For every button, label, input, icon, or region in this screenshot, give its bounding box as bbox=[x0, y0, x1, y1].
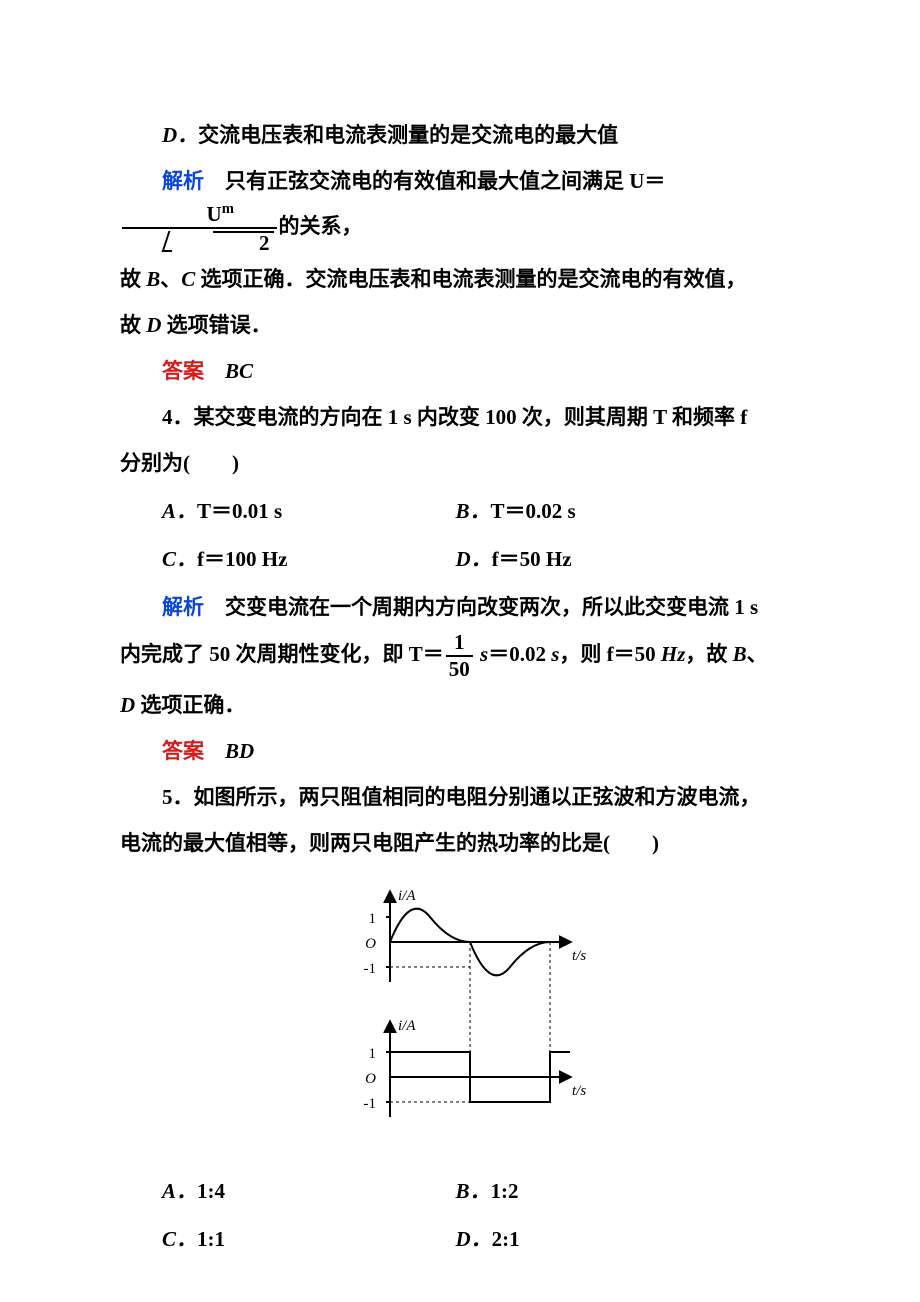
q5-option-a-text: 1:4 bbox=[197, 1179, 225, 1203]
q4-stem1: 某交变电流的方向在 1 s 内改变 100 次，则其周期 T 和频率 f bbox=[194, 405, 748, 429]
q5-option-a: A．1:4 bbox=[120, 1170, 455, 1212]
square-x-label: t/s bbox=[572, 1083, 586, 1099]
option-label-d: D． bbox=[162, 123, 198, 147]
q5-option-b-text: 1:2 bbox=[491, 1179, 519, 1203]
q3-analysis-post: 的关系， bbox=[279, 214, 363, 238]
square-y-label: i/A bbox=[398, 1018, 416, 1034]
sine-y-label: i/A bbox=[398, 888, 416, 904]
q5-stem-l2: 电流的最大值相等，则两只电阻产生的热功率的比是( ) bbox=[120, 822, 800, 864]
q4-option-c: C．f＝100 Hz bbox=[120, 538, 455, 580]
q4-options-row1: A．T＝0.01 s B．T＝0.02 s bbox=[120, 490, 800, 532]
q5-option-b: B．1:2 bbox=[455, 1170, 800, 1212]
q3-fraction: Um2 bbox=[122, 202, 277, 254]
q5-option-d-text: 2:1 bbox=[492, 1227, 520, 1251]
square-tick-1: 1 bbox=[369, 1046, 377, 1062]
q3-answer-value: BC bbox=[225, 359, 253, 383]
q3-analysis-l2: 故 B、C 选项正确．交流电压表和电流表测量的是交流电的有效值， bbox=[120, 258, 800, 300]
q4-analysis-mida: 内完成了 50 次周期性变化，即 T＝ bbox=[120, 642, 444, 666]
q4-option-d: D．f＝50 Hz bbox=[455, 538, 800, 580]
sine-panel: i/A 1 O -1 t/s bbox=[364, 888, 587, 1052]
q3-analysis-l2-pre: 故 bbox=[120, 267, 146, 291]
q4-analysis-l3: D 选项正确． bbox=[120, 684, 800, 726]
q5-options-row1: A．1:4 B．1:2 bbox=[120, 1170, 800, 1212]
q4-answer: 答案 BD bbox=[120, 730, 800, 772]
q3-frac-num: Um bbox=[122, 202, 277, 227]
q5-figure: i/A 1 O -1 t/s i/A 1 O bbox=[120, 882, 800, 1156]
sine-origin: O bbox=[365, 936, 376, 952]
q3-frac-den: 2 bbox=[122, 227, 277, 254]
waveform-svg: i/A 1 O -1 t/s i/A 1 O bbox=[320, 882, 600, 1142]
sine-tick-1: 1 bbox=[369, 911, 377, 927]
q3-analysis-l3: 故 D 选项错误． bbox=[120, 304, 800, 346]
q3-option-d: D．交流电压表和电流表测量的是交流电的最大值 bbox=[120, 114, 800, 156]
q4-stem-l1: 4．某交变电流的方向在 1 s 内改变 100 次，则其周期 T 和频率 f bbox=[120, 396, 800, 438]
q4-option-b-text: T＝0.02 s bbox=[491, 499, 576, 523]
q4-option-a: A．T＝0.01 s bbox=[120, 490, 455, 532]
q4-option-b: B．T＝0.02 s bbox=[455, 490, 800, 532]
q3-answer: 答案 BC bbox=[120, 350, 800, 392]
square-panel: i/A 1 O -1 t/s bbox=[364, 1018, 587, 1117]
q4-stem-l2: 分别为( ) bbox=[120, 442, 800, 484]
q5-stem-l1: 5．如图所示，两只阻值相同的电阻分别通以正弦波和方波电流， bbox=[120, 776, 800, 818]
q3-option-d-text: 交流电压表和电流表测量的是交流电的最大值 bbox=[198, 123, 618, 147]
q5-stem1: 如图所示，两只阻值相同的电阻分别通以正弦波和方波电流， bbox=[194, 785, 761, 809]
q5-number: 5． bbox=[162, 785, 194, 809]
q4-analysis-pre: 交变电流在一个周期内方向改变两次，所以此交变电流 1 s bbox=[225, 595, 758, 619]
q4-frac-num: 1 bbox=[446, 632, 473, 655]
sine-tick-neg1: -1 bbox=[364, 961, 377, 977]
q4-fraction: 150 bbox=[446, 632, 473, 680]
square-origin: O bbox=[365, 1071, 376, 1087]
q3-analysis-pre: 只有正弦交流电的有效值和最大值之间满足 U＝ bbox=[225, 169, 665, 193]
analysis-label: 解析 bbox=[162, 169, 204, 193]
square-tick-neg1: -1 bbox=[364, 1096, 377, 1112]
q3-analysis-l1: 解析 只有正弦交流电的有效值和最大值之间满足 U＝ Um2的关系， bbox=[120, 160, 800, 254]
q5-option-c-text: 1:1 bbox=[197, 1227, 225, 1251]
q5-option-d: D．2:1 bbox=[455, 1218, 800, 1260]
analysis-label: 解析 bbox=[162, 595, 204, 619]
q4-frac-den: 50 bbox=[446, 655, 473, 680]
answer-label: 答案 bbox=[162, 359, 204, 383]
document-page: D．交流电压表和电流表测量的是交流电的最大值 解析 只有正弦交流电的有效值和最大… bbox=[0, 0, 920, 1302]
q4-analysis-l2: 内完成了 50 次周期性变化，即 T＝150 s＝0.02 s，则 f＝50 H… bbox=[120, 632, 800, 680]
q5-options-row2: C．1:1 D．2:1 bbox=[120, 1218, 800, 1260]
q4-number: 4． bbox=[162, 405, 194, 429]
answer-label: 答案 bbox=[162, 739, 204, 763]
q4-option-c-text: f＝100 Hz bbox=[197, 547, 287, 571]
q4-option-d-text: f＝50 Hz bbox=[492, 547, 572, 571]
q5-option-c: C．1:1 bbox=[120, 1218, 455, 1260]
sine-x-label: t/s bbox=[572, 948, 586, 964]
q4-option-a-text: T＝0.01 s bbox=[197, 499, 282, 523]
q4-answer-value: BD bbox=[225, 739, 254, 763]
q4-options-row2: C．f＝100 Hz D．f＝50 Hz bbox=[120, 538, 800, 580]
q4-analysis-l1: 解析 交变电流在一个周期内方向改变两次，所以此交变电流 1 s bbox=[120, 586, 800, 628]
